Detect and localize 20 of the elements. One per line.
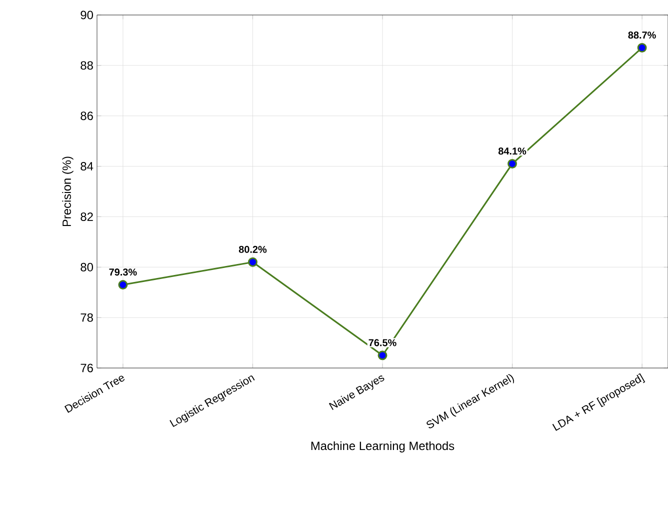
y-tick-label: 80 bbox=[80, 262, 94, 272]
point bbox=[508, 159, 518, 168]
x-axis-title: Machine Learning Methods bbox=[311, 441, 454, 452]
y-tick-label: 78 bbox=[80, 313, 93, 322]
data-label: 79.3% bbox=[109, 268, 137, 276]
data-label: 84.1% bbox=[498, 148, 526, 155]
point bbox=[248, 257, 258, 267]
point bbox=[378, 350, 388, 360]
y-tick-label: 84 bbox=[80, 162, 94, 171]
data-label: 88.7% bbox=[628, 32, 656, 39]
y-tick-label: 86 bbox=[80, 112, 93, 120]
y-axis-title: Precision (%) bbox=[62, 156, 74, 226]
y-tick-label: 90 bbox=[80, 10, 94, 20]
data-label: 76.5% bbox=[368, 339, 396, 346]
point bbox=[118, 280, 128, 290]
y-tick-label: 76 bbox=[80, 364, 93, 372]
y-tick-label: 82 bbox=[80, 212, 93, 221]
data-label: 80.2% bbox=[238, 246, 267, 253]
y-tick-label: 88 bbox=[80, 61, 93, 70]
point bbox=[637, 43, 647, 53]
